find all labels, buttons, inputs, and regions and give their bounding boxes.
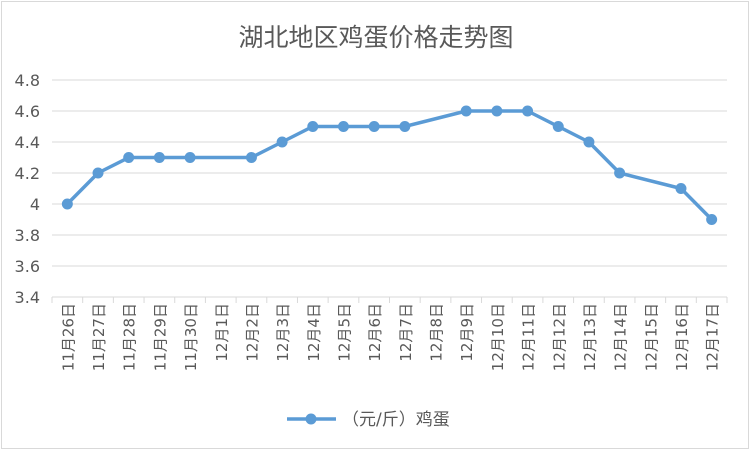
x-tick-label: 12月15日 <box>642 303 660 371</box>
x-tick-label: 12月17日 <box>704 303 722 371</box>
data-point <box>552 121 564 132</box>
data-point <box>92 167 104 179</box>
x-tick-label: 12月12日 <box>550 303 568 371</box>
x-tick-label: 12月16日 <box>673 303 691 371</box>
x-tick-label: 12月6日 <box>366 303 384 362</box>
legend-point-marker <box>305 413 317 425</box>
x-tick-label: 11月29日 <box>151 303 169 371</box>
x-tick-label: 11月26日 <box>59 303 77 371</box>
data-point <box>675 183 687 194</box>
data-point <box>184 152 196 163</box>
data-point <box>460 105 472 117</box>
x-tick-label: 12月7日 <box>397 303 415 362</box>
y-tick-label: 4.4 <box>15 133 40 152</box>
gridlines <box>52 79 727 267</box>
data-point <box>583 136 595 148</box>
y-tick-label: 3.4 <box>15 288 40 307</box>
y-tick-label: 4.8 <box>15 71 40 90</box>
x-tick-label: 12月9日 <box>458 303 476 362</box>
x-tick-label: 12月13日 <box>581 303 599 371</box>
x-tick-label: 11月30日 <box>182 303 200 371</box>
x-tick-label: 12月11日 <box>520 303 538 371</box>
y-tick-label: 4.2 <box>15 164 40 183</box>
x-tick-label: 12月10日 <box>489 303 507 371</box>
y-tick-label: 4 <box>30 195 40 214</box>
data-point <box>153 152 165 163</box>
x-tick-label: 12月3日 <box>274 303 292 362</box>
x-tick-label: 11月27日 <box>90 303 108 371</box>
y-tick-label: 4.6 <box>15 102 40 121</box>
x-tick-label: 12月8日 <box>428 303 446 362</box>
data-point <box>522 105 534 117</box>
x-axis: 11月26日 11月27日 11月28日 11月29日 11月30日 12月1日 12月2日… <box>51 296 728 371</box>
data-point <box>706 214 718 225</box>
x-tick-label: 12月2日 <box>243 303 261 362</box>
x-tick-label: 12月14日 <box>612 303 630 371</box>
data-point <box>337 121 349 132</box>
data-point <box>368 121 380 132</box>
legend-label: （元/斤）鸡蛋 <box>342 410 450 430</box>
data-points <box>61 105 718 225</box>
x-tick-label: 11月28日 <box>121 303 139 371</box>
legend: （元/斤）鸡蛋 <box>287 410 450 430</box>
y-tick-label: 3.6 <box>15 257 40 276</box>
y-axis-labels: 3.4 3.6 3.8 4 4.2 4.4 4.6 4.8 <box>15 71 40 307</box>
chart-title: 湖北地区鸡蛋价格走势图 <box>238 23 513 52</box>
series-line <box>65 109 714 222</box>
data-point <box>399 121 411 132</box>
data-point <box>245 152 257 163</box>
x-tick-label: 12月5日 <box>335 303 353 362</box>
x-tick-label: 12月1日 <box>213 303 231 362</box>
data-point <box>61 198 73 210</box>
data-point <box>276 136 288 148</box>
data-point <box>491 105 503 117</box>
x-tick-label: 12月4日 <box>305 303 323 362</box>
data-point <box>614 167 626 179</box>
data-point <box>307 121 319 132</box>
y-tick-label: 3.8 <box>15 226 40 245</box>
data-point <box>123 152 135 163</box>
